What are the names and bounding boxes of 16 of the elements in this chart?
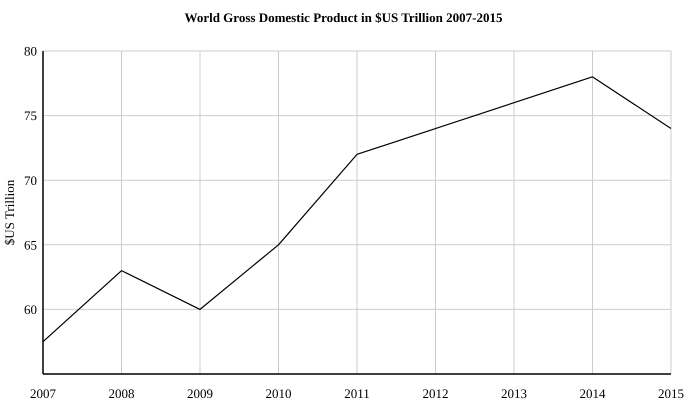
chart-title: World Gross Domestic Product in $US Trillion 2007-2015 bbox=[184, 10, 503, 25]
x-tick-label: 2008 bbox=[108, 386, 134, 401]
x-tick-label: 2012 bbox=[422, 386, 448, 401]
x-tick-label: 2013 bbox=[501, 386, 527, 401]
x-tick-label: 2014 bbox=[580, 386, 606, 401]
x-tick-label: 2015 bbox=[658, 386, 684, 401]
x-tick-label: 2009 bbox=[187, 386, 213, 401]
y-tick-label: 65 bbox=[24, 237, 37, 252]
y-tick-label: 70 bbox=[24, 172, 37, 188]
y-tick-label: 75 bbox=[24, 108, 37, 124]
y-tick-label: 80 bbox=[24, 44, 37, 59]
x-tick-label: 2010 bbox=[266, 386, 292, 401]
x-tick-label: 2011 bbox=[344, 386, 370, 401]
y-tick-label: 60 bbox=[24, 302, 37, 317]
x-tick-label: 2007 bbox=[30, 386, 56, 401]
y-axis-title: $US Trillion bbox=[2, 179, 17, 246]
